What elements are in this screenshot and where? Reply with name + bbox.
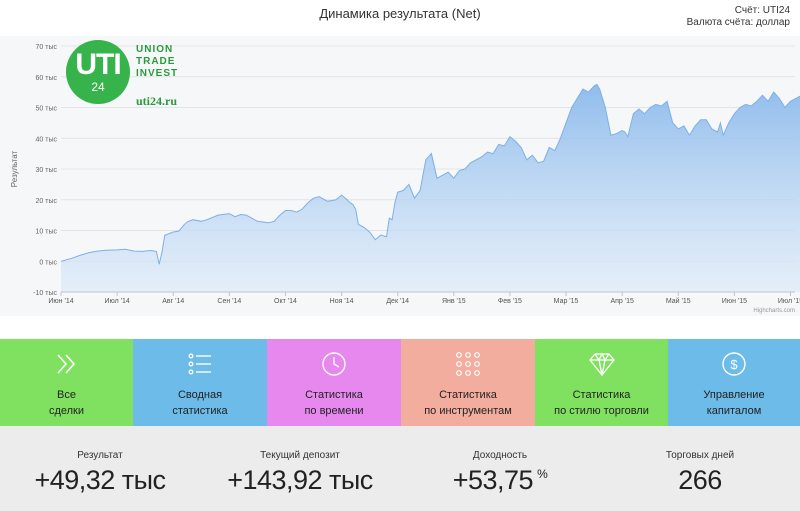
clock-icon [321, 351, 347, 377]
y-tick-label: 60 тыс [36, 75, 58, 82]
logo-mark-sub: 24 [91, 80, 105, 94]
grid-dots-icon [455, 351, 481, 377]
tile-label: Статистика по времени [304, 389, 364, 417]
stat-block: Текущий депозит +143,92 тыс [200, 426, 400, 496]
diamond-icon [588, 351, 616, 377]
x-tick-label: Сен '14 [217, 298, 241, 305]
result-area [61, 84, 800, 292]
stat-block: Доходность +53,75% [400, 426, 600, 496]
x-tick-label: Мар '15 [554, 298, 579, 305]
company-logo: UTI 24 UNION TRADE INVEST uti24.ru [66, 40, 196, 112]
logo-company-name: UNION TRADE INVEST [136, 44, 179, 79]
y-tick-label: 0 тыс [39, 259, 57, 266]
tile-list[interactable]: Сводная статистика [133, 339, 267, 426]
stat-number: +53,75 [452, 465, 534, 495]
page-title: Динамика результата (Net) [319, 6, 481, 21]
stat-value: +53,75% [400, 465, 600, 496]
account-label: Счёт: UTI24 [734, 5, 790, 16]
tile-label: Сводная статистика [172, 389, 228, 417]
y-tick-label: 10 тыс [36, 229, 58, 236]
tile-diamond[interactable]: Статистика по стилю торговли [535, 339, 668, 426]
tile-label: Статистика по инструментам [424, 389, 512, 417]
stat-number: +49,32 тыс [34, 465, 166, 495]
y-tick-label: 70 тыс [36, 44, 58, 51]
tile-label: Управление капиталом [703, 389, 765, 417]
stat-unit: % [537, 467, 548, 481]
stat-label: Торговых дней [665, 450, 735, 461]
x-tick-label: Июн '15 [722, 298, 747, 305]
x-tick-label: Авг '14 [162, 298, 184, 305]
tile-grid-dots[interactable]: Статистика по инструментам [401, 339, 535, 426]
y-tick-label: 30 тыс [36, 167, 58, 174]
stat-block: Торговых дней 266 [600, 426, 800, 496]
double-chevron-right-icon [54, 351, 80, 377]
stat-value: +143,92 тыс [200, 465, 400, 496]
x-tick-label: Дек '14 [386, 298, 409, 305]
stat-label: Текущий депозит [260, 450, 340, 461]
currency-label: Валюта счёта: доллар [686, 17, 790, 28]
y-axis-title: Результат [10, 150, 19, 187]
x-tick-label: Июл '14 [104, 298, 129, 305]
svg-text:$: $ [730, 357, 738, 372]
tile-label: Все сделки [48, 389, 85, 417]
tile-dollar-coin[interactable]: $ Управление капиталом [668, 339, 800, 426]
chart-area: -10 тыс 0 тыс 10 тыс 20 тыс 30 тыс 40 тыс 50 т… [0, 36, 800, 316]
tile-clock[interactable]: Статистика по времени [267, 339, 401, 426]
x-tick-label: Окт '14 [274, 298, 297, 305]
logo-url: uti24.ru [136, 94, 178, 108]
account-info: Счёт: UTI24 Валюта счёта: доллар [687, 5, 790, 29]
x-tick-label: Май '15 [666, 297, 691, 305]
navigation-tiles: Все сделки Сводная статистика Статистика п… [0, 339, 800, 426]
x-tick-label: Июн '14 [48, 298, 73, 305]
tile-double-chevron-right[interactable]: Все сделки [0, 339, 133, 426]
stat-number: +143,92 тыс [227, 465, 373, 495]
x-tick-label: Июл '15 [778, 298, 800, 305]
stat-value: +49,32 тыс [0, 465, 200, 496]
stats-panel: Результат +49,32 тыс Текущий депозит +143,9… [0, 426, 800, 511]
y-tick-label: 50 тыс [36, 106, 58, 113]
logo-mark: UTI [75, 48, 121, 81]
result-line [60, 83, 800, 265]
stat-label: Результат [77, 450, 123, 461]
stat-block: Результат +49,32 тыс [0, 426, 200, 496]
y-tick-label: 20 тыс [36, 198, 58, 205]
x-tick-label: Янв '15 [442, 298, 466, 305]
stat-value: 266 [600, 465, 800, 496]
list-icon [187, 351, 213, 377]
tile-label: Статистика по стилю торговли [554, 389, 649, 417]
y-tick-label: 40 тыс [36, 136, 58, 143]
x-tick-label: Апр '15 [610, 298, 634, 305]
stat-number: 266 [678, 465, 722, 495]
x-tick-label: Ноя '14 [330, 298, 354, 305]
logo-circle [66, 40, 130, 104]
chart-credit: Highcharts.com [753, 308, 795, 314]
y-tick-label: -10 тыс [33, 290, 57, 297]
x-tick-label: Фев '15 [498, 298, 522, 305]
stat-label: Доходность [472, 450, 528, 461]
dollar-coin-icon: $ [721, 351, 747, 377]
result-chart: -10 тыс 0 тыс 10 тыс 20 тыс 30 тыс 40 тыс 50 т… [10, 44, 800, 314]
